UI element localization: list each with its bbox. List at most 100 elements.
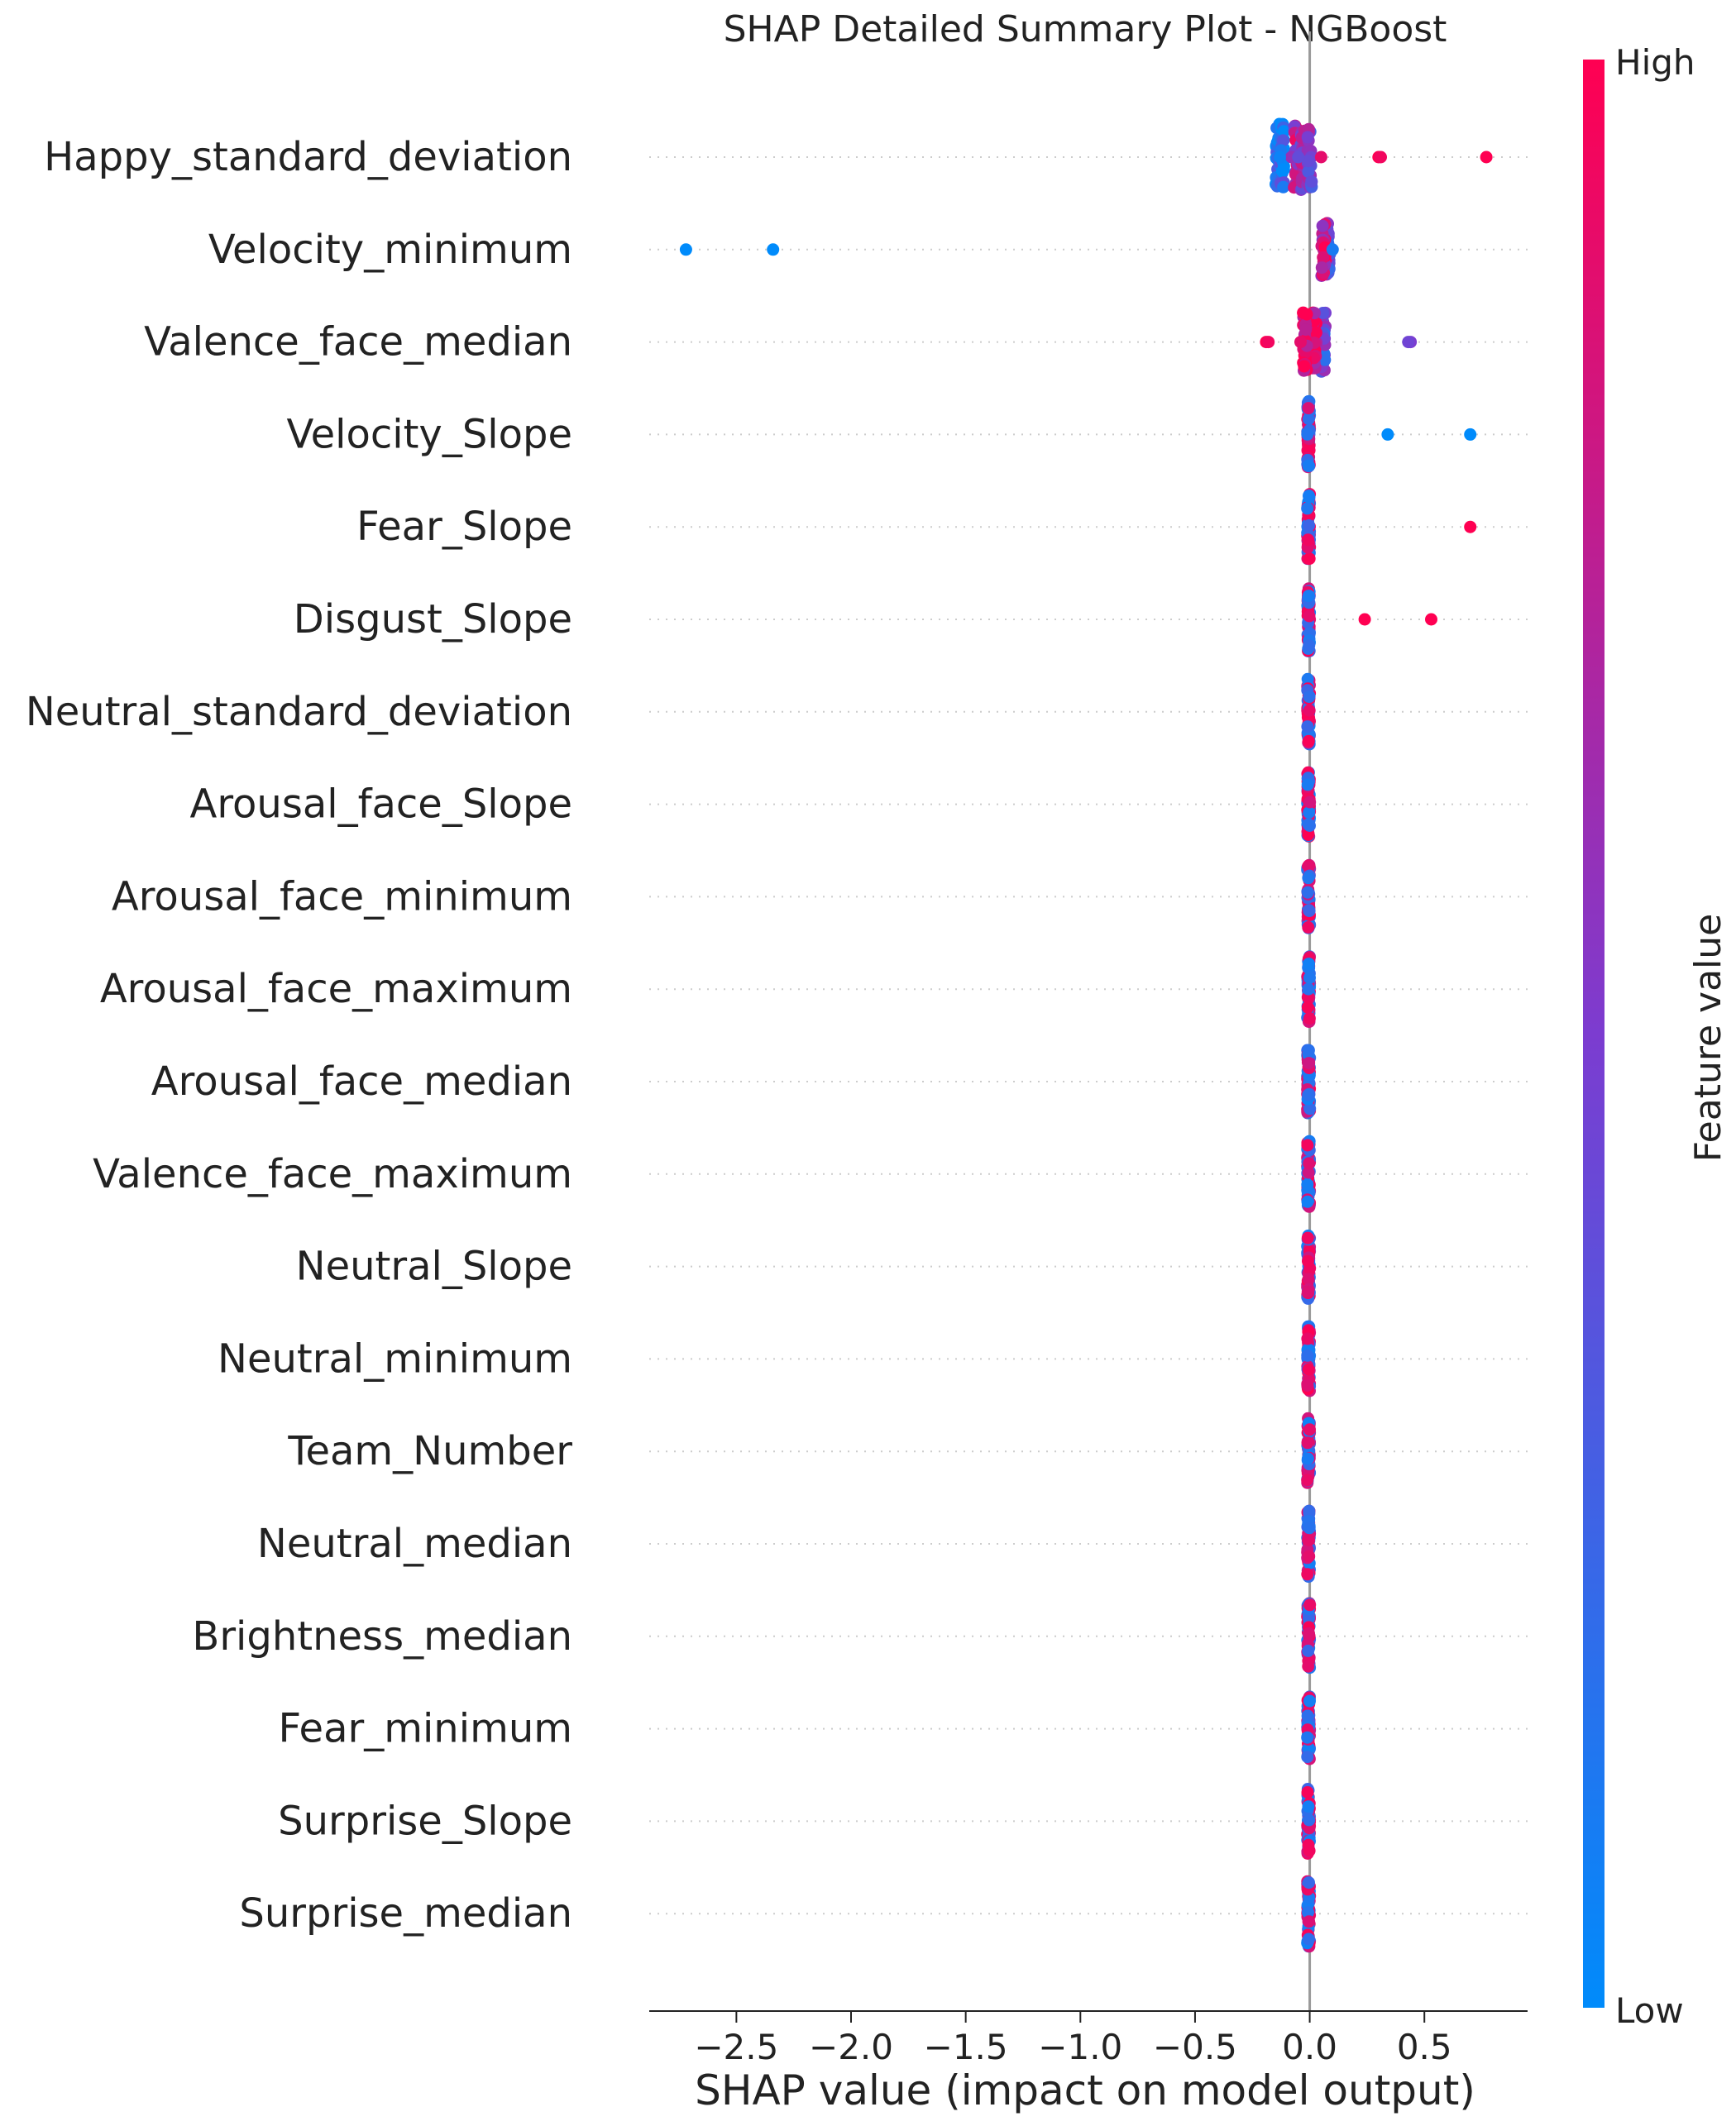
- shap-point: [1309, 326, 1322, 339]
- colorbar: [1583, 60, 1604, 2008]
- shap-point: [1301, 778, 1314, 791]
- colorbar-title: Feature value: [1687, 914, 1729, 1162]
- shap-point: [1303, 1694, 1316, 1708]
- x-tick-label: −0.5: [1153, 2027, 1237, 2067]
- shap-outlier-point: [1314, 150, 1327, 164]
- shap-point: [1302, 829, 1315, 841]
- shap-point: [1301, 1751, 1314, 1764]
- shap-point: [1277, 125, 1290, 138]
- shap-point: [1302, 165, 1315, 179]
- feature-label-happy-standard-deviation: Happy_standard_deviation: [44, 134, 572, 180]
- shap-outlier-point: [1464, 520, 1477, 533]
- shap-point: [1298, 360, 1311, 373]
- shap-point: [1301, 1786, 1314, 1799]
- shap-point: [1300, 308, 1313, 321]
- x-tick-label: −2.0: [809, 2027, 893, 2067]
- shap-point: [1303, 1876, 1315, 1890]
- shap-point: [1303, 1504, 1316, 1517]
- shap-point: [1303, 519, 1316, 532]
- shap-point: [1301, 720, 1314, 733]
- chart-title: SHAP Detailed Summary Plot - NGBoost: [724, 8, 1447, 50]
- shap-point: [1302, 459, 1315, 472]
- x-tick-label: 0.0: [1282, 2027, 1337, 2067]
- feature-label-neutral-standard-deviation: Neutral_standard_deviation: [26, 689, 572, 735]
- shap-point: [1301, 1379, 1314, 1392]
- shap-point: [1302, 402, 1315, 415]
- shap-point: [1301, 1139, 1314, 1152]
- shap-outlier-point: [1381, 428, 1394, 441]
- shap-point: [1301, 1332, 1314, 1345]
- shap-point: [1303, 905, 1316, 918]
- shap-point: [1301, 1474, 1314, 1487]
- x-tick-label: −1.5: [924, 2027, 1008, 2067]
- shap-point: [1303, 490, 1316, 504]
- shap-outlier-point: [1425, 613, 1437, 626]
- feature-label-arousal-face-maximum: Arousal_face_maximum: [100, 966, 572, 1012]
- shap-point: [1317, 251, 1330, 264]
- x-axis-label: SHAP value (impact on model output): [695, 2066, 1475, 2114]
- shap-point: [1302, 1933, 1315, 1946]
- shap-point: [1302, 1088, 1315, 1101]
- shap-point: [1303, 806, 1316, 819]
- shap-outlier-point: [1326, 243, 1339, 256]
- shap-point: [1301, 1436, 1314, 1450]
- shap-outlier-point: [1274, 150, 1286, 164]
- feature-label-fear-slope: Fear_Slope: [356, 504, 572, 550]
- shap-point: [1302, 1906, 1314, 1919]
- shap-point: [1302, 982, 1315, 996]
- feature-label-valence-face-maximum: Valence_face_maximum: [93, 1151, 572, 1197]
- feature-label-arousal-face-median: Arousal_face_median: [151, 1058, 572, 1105]
- feature-label-velocity-slope: Velocity_Slope: [287, 411, 572, 457]
- shap-outlier-point: [1262, 336, 1275, 349]
- shap-point: [1302, 921, 1315, 934]
- shap-point: [1301, 1452, 1314, 1465]
- shap-outlier-point: [1294, 336, 1307, 349]
- shap-point: [1277, 180, 1290, 193]
- shap-point: [1303, 1522, 1316, 1535]
- feature-label-brightness-median: Brightness_median: [192, 1613, 572, 1660]
- shap-outlier-point: [679, 243, 692, 256]
- shap-point: [1301, 1731, 1314, 1744]
- shap-point: [1303, 958, 1315, 971]
- feature-label-velocity-minimum: Velocity_minimum: [208, 227, 572, 273]
- shap-point: [1302, 1273, 1315, 1286]
- shap-point: [1302, 1363, 1315, 1376]
- shap-point: [1301, 1568, 1314, 1581]
- shap-point: [1301, 502, 1314, 515]
- shap-outlier-point: [1480, 150, 1493, 164]
- shap-point: [1302, 155, 1315, 168]
- shap-point: [1303, 795, 1317, 809]
- shap-point: [1303, 1550, 1316, 1563]
- feature-label-neutral-minimum: Neutral_minimum: [218, 1335, 572, 1382]
- shap-point: [1303, 704, 1316, 717]
- shap-point: [1303, 609, 1316, 623]
- feature-label-arousal-face-slope: Arousal_face_Slope: [190, 781, 572, 828]
- shap-point: [1302, 1644, 1315, 1657]
- shap-point: [1301, 1178, 1314, 1191]
- shap-point: [1302, 1800, 1315, 1813]
- shap-point: [1316, 219, 1329, 232]
- shap-point: [1302, 1044, 1315, 1057]
- shap-point: [1302, 590, 1315, 603]
- feature-label-arousal-face-minimum: Arousal_face_minimum: [112, 873, 572, 920]
- shap-point: [1302, 533, 1315, 547]
- feature-label-disgust-slope: Disgust_Slope: [294, 596, 572, 643]
- shap-point: [1303, 1157, 1316, 1170]
- shap-point: [1303, 690, 1316, 704]
- shap-point: [1303, 1102, 1317, 1116]
- x-tick-label: 0.5: [1397, 2027, 1452, 2067]
- shap-point: [1302, 1838, 1315, 1851]
- shap-point: [1299, 323, 1313, 337]
- shap-point: [1303, 1915, 1316, 1928]
- x-tick-label: −1.0: [1038, 2027, 1122, 2067]
- shap-outlier-point: [1464, 428, 1477, 441]
- row-guides: [649, 156, 1528, 1915]
- shap-outlier-point: [1402, 336, 1415, 349]
- shap-point: [1303, 1423, 1316, 1436]
- shap-point: [1276, 134, 1289, 147]
- feature-labels: Happy_standard_deviation Velocity_minimum…: [26, 134, 572, 1937]
- shap-point: [1302, 818, 1315, 831]
- x-tick-label: −2.5: [694, 2027, 778, 2067]
- shap-point: [1277, 163, 1290, 176]
